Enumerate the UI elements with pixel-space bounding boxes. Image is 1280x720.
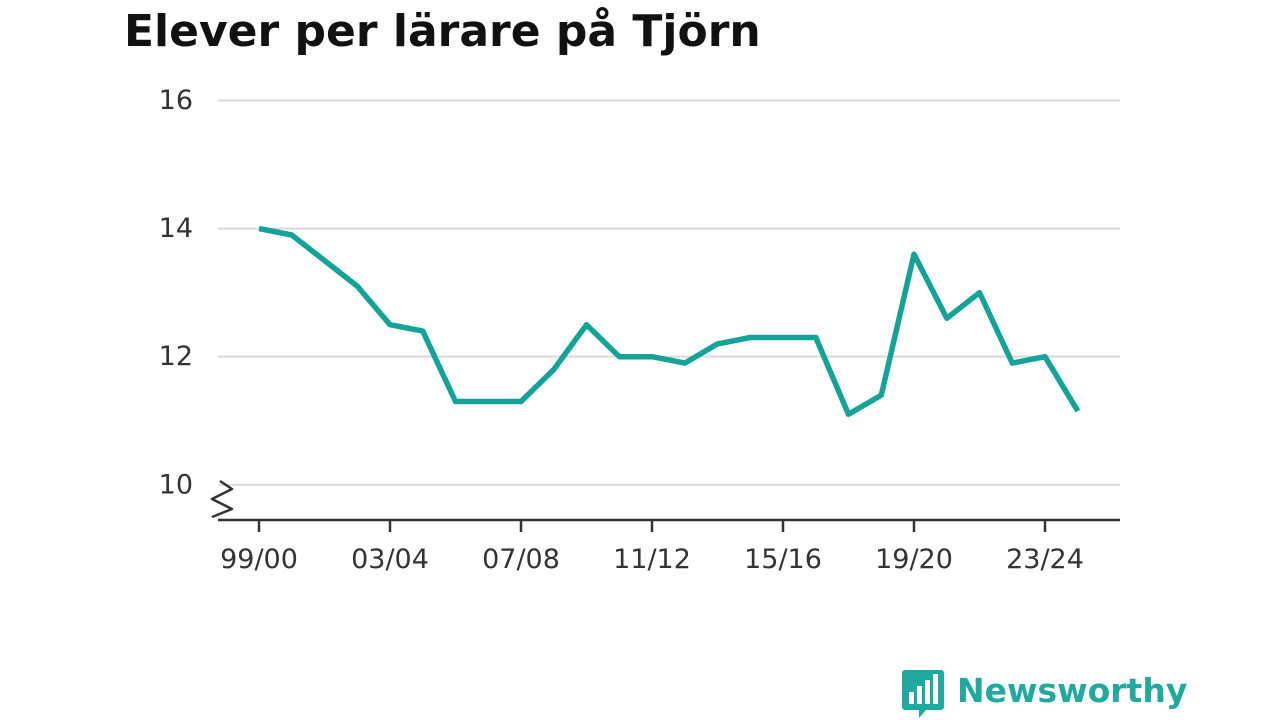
series-line-0 xyxy=(258,225,1081,418)
axis-break-symbol xyxy=(210,479,234,519)
y-tick-label: 16 xyxy=(159,85,193,116)
gridlines xyxy=(218,99,1120,486)
x-tick-label: 99/00 xyxy=(220,544,298,575)
y-tick-label: 14 xyxy=(159,213,193,244)
bar-chart-speech-icon xyxy=(902,670,944,718)
x-tick-label: 07/08 xyxy=(482,544,560,575)
x-tick-label: 23/24 xyxy=(1006,544,1084,575)
series-group xyxy=(258,225,1081,418)
x-tick-label: 03/04 xyxy=(351,544,429,575)
y-tick-label: 12 xyxy=(159,341,193,372)
x-tick-label: 19/20 xyxy=(875,544,953,575)
x-tick-label: 15/16 xyxy=(744,544,822,575)
y-tick-label: 10 xyxy=(159,469,193,500)
brand-name: Newsworthy xyxy=(957,671,1188,710)
newsworthy-logo: Newsworthy xyxy=(902,670,1187,720)
y-axis-tick-labels: 10 12 14 16 xyxy=(159,85,193,500)
x-axis xyxy=(218,518,1120,532)
x-tick-label: 11/12 xyxy=(613,544,691,575)
chart-title: Elever per lärare på Tjörn xyxy=(124,6,761,57)
x-axis-tick-labels: 99/00 03/04 07/08 11/12 15/16 19/20 23/24 xyxy=(220,544,1084,575)
